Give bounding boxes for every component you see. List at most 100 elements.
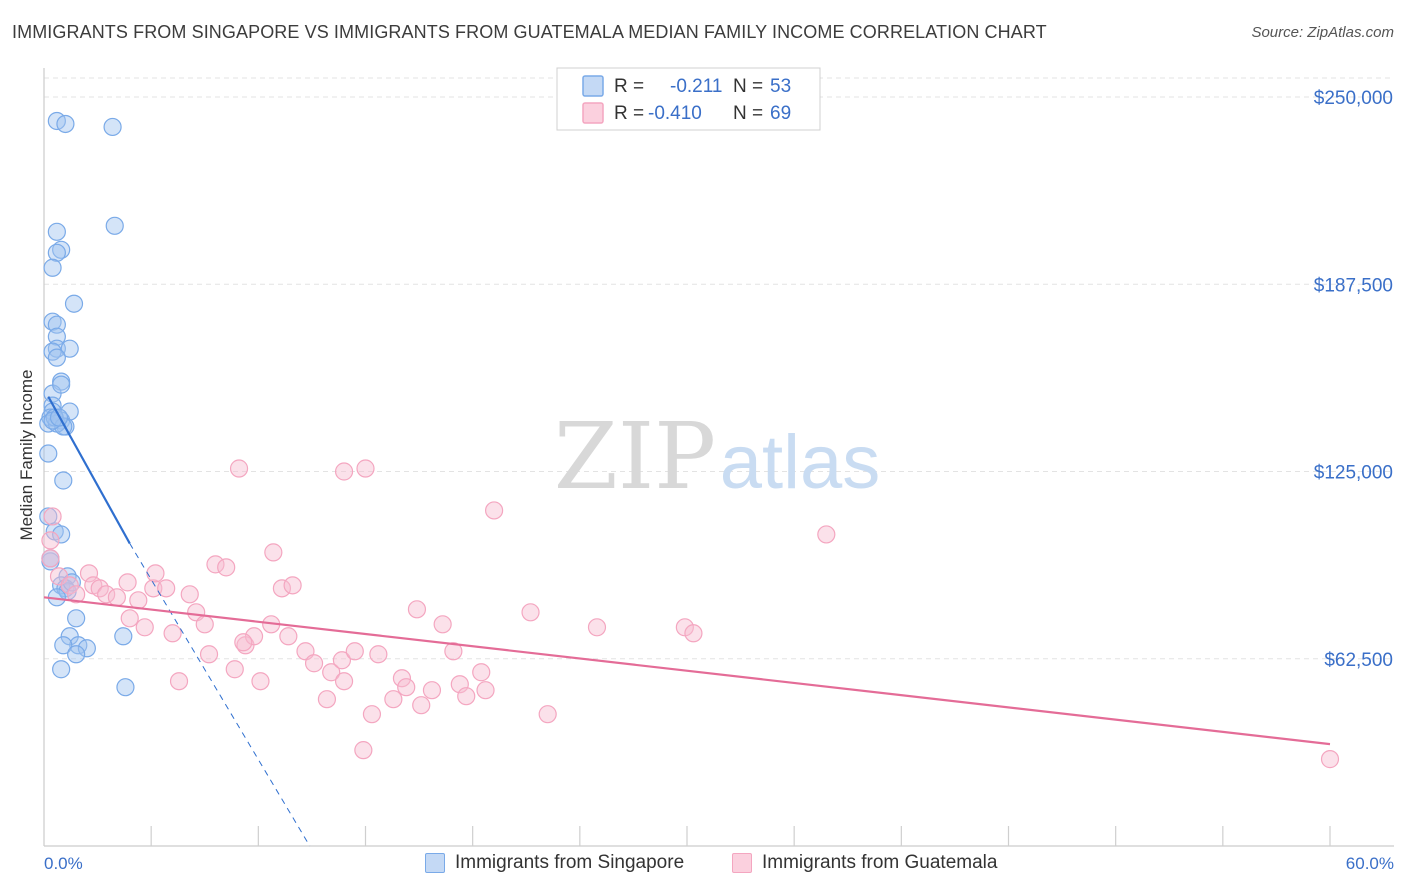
data-point [397, 678, 416, 697]
data-point [251, 672, 270, 691]
watermark-zip: ZIP [554, 403, 716, 510]
stats-r-value-guatemala: -0.410 [648, 103, 702, 124]
series-singapore-points [39, 111, 135, 697]
data-point [244, 627, 264, 646]
data-point [369, 645, 388, 664]
y-tick-label: $62,500 [1324, 650, 1393, 671]
stats-n-label-singapore: N = [733, 76, 763, 97]
data-point [199, 645, 219, 664]
data-point [169, 672, 189, 691]
series-guatemala-points [41, 459, 1340, 769]
data-point [39, 444, 58, 463]
data-point [225, 660, 244, 679]
stats-r-value-singapore: -0.211 [670, 76, 722, 97]
data-point [146, 564, 165, 583]
data-point [79, 564, 99, 583]
legend-swatch-guatemala [732, 853, 752, 873]
legend-item-guatemala: Immigrants from Guatemala [732, 852, 997, 874]
bottom-legend: Immigrants from Singapore Immigrants fro… [0, 850, 1406, 880]
data-point [476, 681, 495, 700]
stats-swatch-singapore [582, 75, 604, 97]
data-point [407, 600, 427, 619]
x-ticks [150, 826, 1331, 846]
data-point [56, 114, 75, 134]
stats-n-label-guatemala: N = [733, 103, 763, 124]
data-point [54, 471, 73, 490]
data-point [60, 339, 79, 358]
data-point [157, 579, 176, 598]
data-point [97, 585, 116, 604]
data-point [433, 615, 452, 634]
data-point [345, 642, 364, 661]
x-tick-label-min: 0.0% [44, 854, 83, 873]
data-point [163, 624, 182, 643]
trend-line-extension [129, 543, 311, 847]
y-tick-labels: $62,500 $125,000 $187,500 $250,000 [1314, 88, 1393, 671]
data-point [41, 549, 60, 568]
y-tick-label: $125,000 [1314, 463, 1393, 484]
data-point [105, 216, 124, 235]
data-point [118, 573, 137, 592]
gridlines [44, 77, 1394, 660]
data-point [279, 627, 298, 646]
data-point [107, 588, 126, 607]
watermark: ZIP atlas [554, 403, 880, 510]
data-point [354, 741, 373, 760]
legend-label-singapore: Immigrants from Singapore [455, 852, 685, 873]
data-point [472, 663, 491, 682]
watermark-atlas: atlas [720, 420, 881, 505]
data-point [587, 618, 607, 637]
data-point [195, 615, 214, 634]
data-point [60, 576, 79, 595]
legend-label-guatemala: Immigrants from Guatemala [762, 852, 998, 873]
trend-line [47, 396, 131, 544]
data-point [1320, 750, 1340, 769]
data-point [77, 639, 96, 658]
data-point [67, 585, 86, 604]
data-point [684, 624, 703, 643]
data-point [356, 459, 375, 478]
stats-r-label-singapore: R = [614, 76, 644, 97]
data-point [264, 543, 283, 562]
stats-n-value-singapore: 53 [770, 76, 791, 97]
data-point [272, 579, 292, 598]
data-point [144, 579, 163, 598]
trend-line [43, 596, 1331, 746]
data-point [206, 555, 225, 574]
axes [43, 68, 1394, 847]
data-point [64, 294, 84, 313]
data-point [485, 501, 504, 520]
data-point [412, 696, 431, 715]
data-point [52, 525, 71, 544]
data-point [43, 258, 62, 277]
data-point [384, 690, 403, 709]
data-point [47, 348, 66, 367]
legend-item-singapore: Immigrants from Singapore [425, 852, 684, 874]
stats-r-label-guatemala: R = [614, 103, 644, 124]
data-point [332, 651, 352, 670]
data-point [362, 705, 382, 724]
data-point [67, 609, 86, 628]
data-point [120, 609, 139, 628]
data-point [304, 654, 324, 673]
data-point [114, 627, 133, 646]
data-point [283, 576, 302, 595]
data-point [103, 117, 122, 137]
trend-lines [43, 396, 1331, 847]
data-point [334, 462, 354, 481]
data-point [47, 243, 66, 262]
data-point [135, 618, 154, 637]
y-tick-label: $187,500 [1314, 275, 1393, 296]
chart-source: Source: ZipAtlas.com [1251, 24, 1394, 41]
legend-swatch-singapore [425, 853, 445, 873]
stats-legend: R = -0.211 N = 53 R = -0.410 N = 69 [556, 67, 821, 131]
data-point [521, 603, 540, 622]
data-point [444, 642, 463, 661]
data-point [116, 678, 135, 697]
data-point [217, 558, 236, 577]
data-point [47, 222, 66, 241]
chart-title: IMMIGRANTS FROM SINGAPORE VS IMMIGRANTS … [12, 22, 1047, 42]
data-point [457, 687, 476, 706]
data-point [39, 507, 58, 526]
